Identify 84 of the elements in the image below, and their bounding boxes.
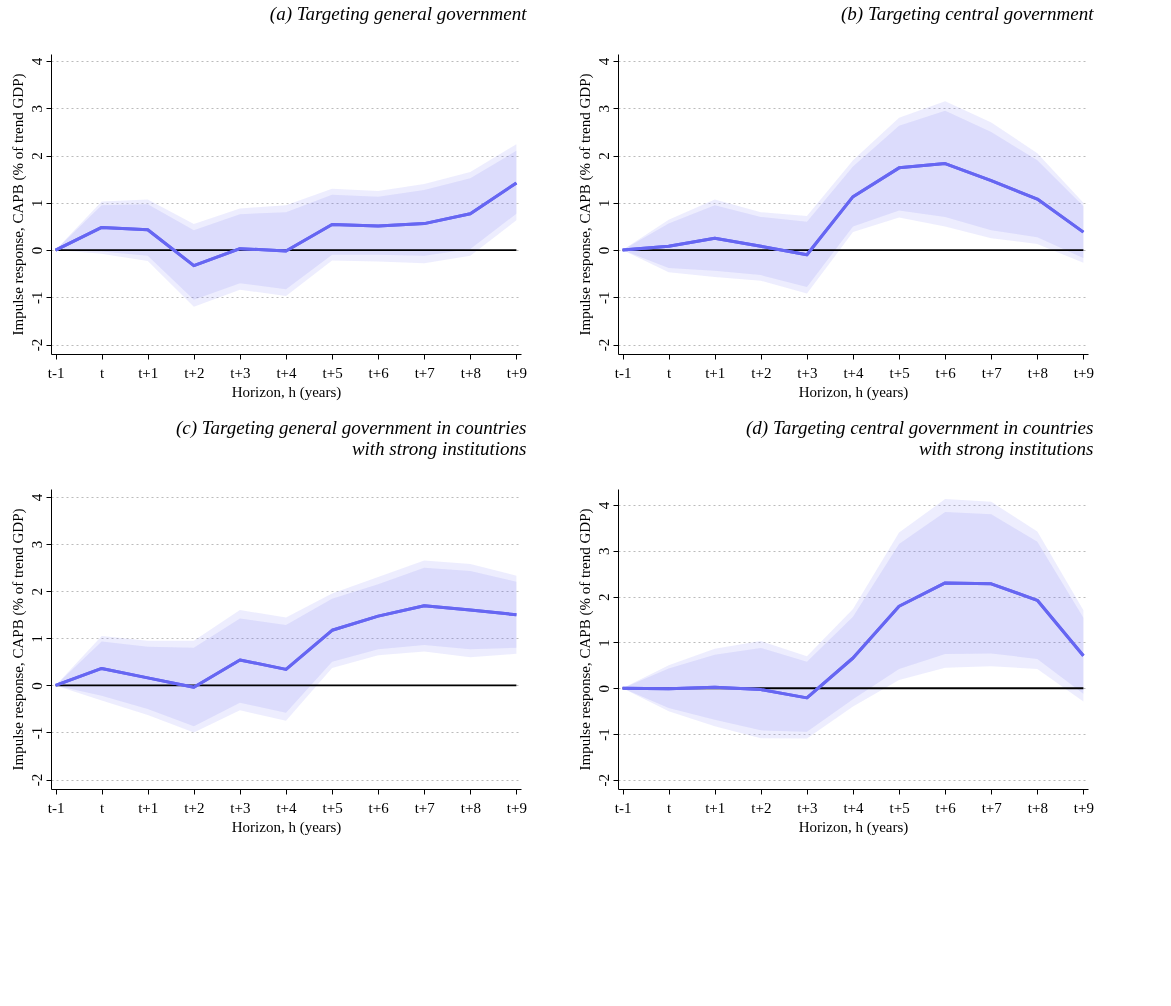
- x-tick-label: t+6: [935, 364, 957, 381]
- x-tick-label: t+2: [184, 799, 205, 816]
- x-tick-label: t+3: [230, 799, 251, 816]
- x-tick-label: t+4: [843, 364, 865, 381]
- y-tick-label: -1: [28, 726, 45, 740]
- y-tick-label: -1: [28, 291, 45, 305]
- x-tick-label: t+7: [414, 799, 436, 816]
- x-tick-label: t+2: [184, 364, 205, 381]
- y-tick-label: 4: [595, 501, 612, 510]
- x-tick-label: t+5: [889, 364, 910, 381]
- y-tick-label: 0: [28, 246, 45, 255]
- y-axis-title: Impulse response, CAPB (% of trend GDP): [576, 508, 594, 771]
- x-tick-label: t+7: [981, 799, 1003, 816]
- chart-title: (a) Targeting general government: [269, 3, 528, 25]
- x-tick-label: t+8: [1027, 364, 1048, 381]
- x-tick-label: t+6: [368, 364, 390, 381]
- y-tick-label: 3: [595, 547, 612, 556]
- chart-title: (d) Targeting central government in countries with strong institutions: [746, 417, 1094, 459]
- x-axis-title: Horizon, h (years): [231, 383, 342, 401]
- x-tick-label: t+6: [935, 799, 957, 816]
- y-tick-label: -2: [595, 774, 612, 787]
- x-tick-label: t+7: [981, 364, 1003, 381]
- y-tick-label: -1: [595, 728, 612, 741]
- x-tick-label: t: [667, 799, 673, 816]
- y-axis-title: Impulse response, CAPB (% of trend GDP): [9, 73, 27, 336]
- x-tick-label: t-1: [614, 364, 632, 381]
- x-tick-label: t+2: [751, 799, 772, 816]
- x-tick-label: t+9: [506, 799, 527, 816]
- x-tick-label: t+8: [460, 799, 481, 816]
- y-tick-label: -2: [595, 338, 612, 352]
- x-tick-label: t: [100, 799, 106, 816]
- y-tick-label: 2: [28, 152, 45, 160]
- y-tick-label: 3: [28, 105, 45, 113]
- x-tick-label: t+9: [506, 364, 527, 381]
- x-tick-label: t+9: [1073, 364, 1094, 381]
- x-tick-label: t+4: [843, 799, 865, 816]
- x-axis-title: Horizon, h (years): [798, 383, 909, 401]
- y-tick-label: 0: [595, 246, 612, 255]
- y-tick-label: 4: [28, 493, 45, 502]
- y-axis-title: Impulse response, CAPB (% of trend GDP): [576, 73, 594, 336]
- x-tick-label: t-1: [47, 799, 65, 816]
- y-tick-label: 2: [28, 587, 45, 596]
- chart-title: (c) Targeting general government in countries with strong institutions: [175, 417, 527, 459]
- x-tick-label: t+8: [460, 364, 481, 381]
- x-tick-label: t+8: [1027, 799, 1048, 816]
- x-tick-label: t: [667, 364, 673, 381]
- x-tick-label: t+6: [368, 799, 390, 816]
- y-tick-label: 3: [28, 540, 45, 549]
- x-tick-label: t+2: [751, 364, 772, 381]
- y-tick-label: 2: [595, 593, 612, 601]
- x-tick-label: t+9: [1073, 799, 1094, 816]
- x-tick-label: t+4: [276, 799, 298, 816]
- y-tick-label: -1: [595, 291, 612, 305]
- y-tick-label: 1: [595, 639, 612, 647]
- y-tick-label: 1: [595, 199, 612, 208]
- x-tick-label: t+5: [322, 364, 343, 381]
- chart-title: (b) Targeting central government: [841, 3, 1095, 25]
- x-tick-label: t+3: [797, 799, 818, 816]
- y-tick-label: 0: [28, 682, 45, 690]
- x-tick-label: t+3: [797, 364, 818, 381]
- y-tick-label: 1: [28, 199, 45, 208]
- x-tick-label: t+7: [414, 364, 436, 381]
- x-tick-label: t+1: [705, 799, 726, 816]
- x-tick-label: t+3: [230, 364, 251, 381]
- x-tick-label: t+4: [276, 364, 298, 381]
- x-tick-label: t-1: [614, 799, 632, 816]
- x-tick-label: t-1: [47, 364, 65, 381]
- x-tick-label: t+5: [889, 799, 910, 816]
- y-tick-label: 1: [28, 635, 45, 643]
- y-tick-label: 0: [595, 684, 612, 693]
- y-tick-label: 2: [595, 152, 612, 160]
- y-tick-label: 4: [595, 57, 612, 66]
- x-tick-label: t+1: [705, 364, 726, 381]
- x-tick-label: t+1: [138, 799, 159, 816]
- x-axis-title: Horizon, h (years): [231, 818, 342, 836]
- x-tick-label: t+5: [322, 799, 343, 816]
- y-tick-label: -2: [28, 338, 45, 352]
- x-tick-label: t+1: [138, 364, 159, 381]
- x-tick-label: t: [100, 364, 106, 381]
- y-tick-label: -2: [28, 773, 45, 787]
- y-axis-title: Impulse response, CAPB (% of trend GDP): [9, 508, 27, 771]
- y-tick-label: 3: [595, 105, 612, 113]
- x-axis-title: Horizon, h (years): [798, 818, 909, 836]
- y-tick-label: 4: [28, 57, 45, 66]
